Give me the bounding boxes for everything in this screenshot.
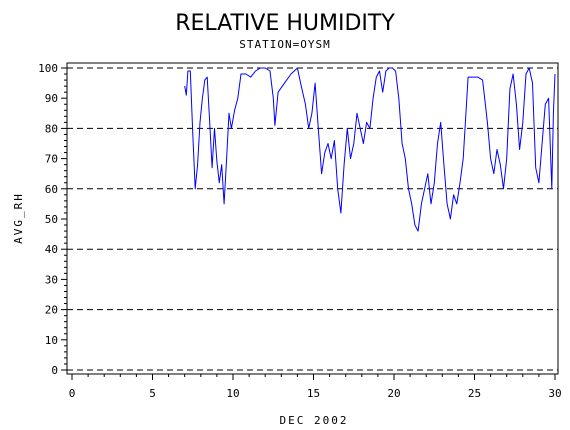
x-tick-label: 20 <box>387 387 400 400</box>
x-tick-label: 25 <box>468 387 481 400</box>
y-axis: 0 10 20 30 40 50 60 70 80 90 100 <box>38 62 67 377</box>
y-tick-label: 60 <box>45 183 58 196</box>
series-line-0 <box>184 67 556 232</box>
y-tick-label: 90 <box>45 92 58 105</box>
x-axis: 0 5 10 15 20 25 30 <box>69 374 562 400</box>
y-tick-label: 0 <box>51 364 58 377</box>
grid-lines <box>67 67 558 371</box>
y-tick-label: 40 <box>45 243 58 256</box>
chart-title: RELATIVE HUMIDITY <box>175 11 395 36</box>
chart-subtitle: STATION=OYSM <box>239 38 330 51</box>
y-tick-label: 50 <box>45 213 58 226</box>
y-tick-label: 80 <box>45 122 58 135</box>
x-tick-label: 0 <box>69 387 76 400</box>
x-tick-label: 15 <box>307 387 320 400</box>
y-tick-label: 70 <box>45 153 58 166</box>
x-tick-label: 5 <box>149 387 156 400</box>
y-axis-label: AVG_RH <box>12 192 25 244</box>
data-series <box>184 67 556 232</box>
y-tick-label: 100 <box>38 62 58 75</box>
x-tick-label: 30 <box>548 387 561 400</box>
y-tick-label: 10 <box>45 334 58 347</box>
x-tick-label: 10 <box>226 387 239 400</box>
y-tick-label: 20 <box>45 304 58 317</box>
y-tick-label: 30 <box>45 273 58 286</box>
x-axis-label: DEC 2002 <box>280 414 349 427</box>
